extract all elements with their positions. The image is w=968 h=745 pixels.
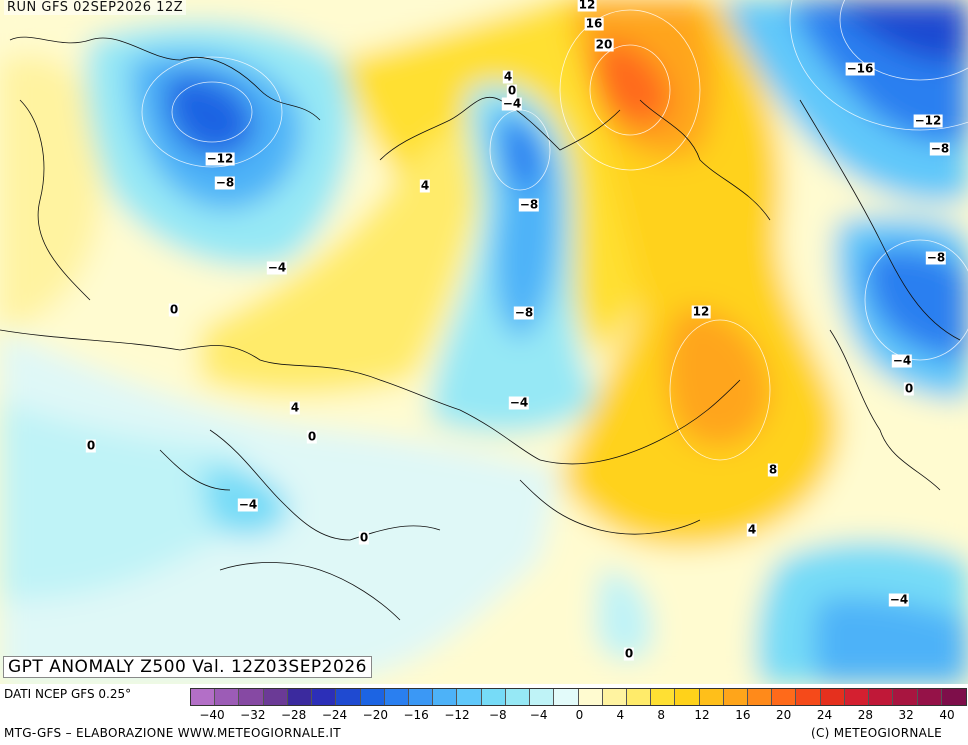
contour-label: 0 bbox=[306, 429, 318, 444]
colorbar-tick-label: 28 bbox=[857, 708, 873, 722]
contour-label: −8 bbox=[214, 175, 236, 190]
colorbar-swatch bbox=[481, 689, 506, 705]
colorbar-swatch bbox=[384, 689, 409, 705]
colorbar-swatch bbox=[408, 689, 434, 705]
contour-label: −4 bbox=[266, 260, 288, 275]
contour-label: 0 bbox=[506, 83, 518, 98]
colorbar-ticks: −40 −32 −28 −24 −20 −16 −12 −8 −4 0 4 8 12 16 20 24 28 32… bbox=[190, 708, 965, 724]
map-title: GPT ANOMALY Z500 Val. 12Z03SEP2026 bbox=[3, 656, 372, 678]
footer: DATI NCEP GFS 0.25° −40 −32 −28 −24 −20 −16 −1… bbox=[0, 684, 968, 745]
colorbar-swatch bbox=[748, 689, 773, 705]
colorbar-swatch bbox=[626, 689, 652, 705]
contour-label: 8 bbox=[767, 462, 779, 477]
contour-label: 20 bbox=[594, 37, 614, 52]
colorbar-swatch bbox=[312, 689, 337, 705]
colorbar-swatch bbox=[699, 689, 724, 705]
colorbar-swatch bbox=[602, 689, 627, 705]
colorbar-swatch bbox=[820, 689, 845, 705]
colorbar-tick-label: −12 bbox=[444, 708, 470, 722]
colorbar-swatch bbox=[263, 689, 288, 705]
colorbar-swatch bbox=[239, 689, 264, 705]
contour-label: −4 bbox=[501, 96, 523, 111]
colorbar-tick-label: 32 bbox=[898, 708, 914, 722]
anomaly-map: RUN GFS 02SEP2026 12Z GPT ANOMALY Z500 V… bbox=[0, 0, 968, 684]
colorbar-swatch bbox=[869, 689, 894, 705]
colorbar-tick-label: −24 bbox=[321, 708, 348, 722]
colorbar-swatch bbox=[554, 689, 579, 705]
credit-left: MTG-GFS – ELABORAZIONE WWW.METEOGIORNALE… bbox=[4, 726, 341, 740]
anomaly-field bbox=[0, 0, 968, 684]
contour-lines bbox=[141, 0, 968, 461]
contour-label: 12 bbox=[577, 0, 597, 12]
colorbar-tick-label: 20 bbox=[776, 708, 792, 722]
colorbar-swatch bbox=[772, 689, 797, 705]
run-label: RUN GFS 02SEP2026 12Z bbox=[4, 0, 187, 15]
map-graphic bbox=[0, 0, 968, 684]
contour-label: −12 bbox=[913, 113, 943, 128]
contour-label: −16 bbox=[845, 61, 875, 76]
contour-label: 4 bbox=[746, 522, 758, 537]
colorbar-tick-label: −28 bbox=[280, 708, 307, 722]
contour-label: −4 bbox=[891, 353, 913, 368]
colorbar-swatch bbox=[505, 689, 531, 705]
contour-label: −4 bbox=[888, 592, 910, 607]
contour-label: −4 bbox=[237, 497, 259, 512]
colorbar-tick-label: 16 bbox=[735, 708, 751, 722]
colorbar-swatch bbox=[723, 689, 749, 705]
contour-label: 16 bbox=[584, 16, 604, 31]
colorbar-tick-label: 4 bbox=[616, 708, 625, 722]
colorbar-swatch bbox=[651, 689, 676, 705]
data-source-label: DATI NCEP GFS 0.25° bbox=[4, 687, 132, 701]
contour-label: −8 bbox=[518, 197, 540, 212]
colorbar-swatch bbox=[844, 689, 870, 705]
colorbar-tick-label: 40 bbox=[939, 708, 955, 722]
colorbar-swatch bbox=[917, 689, 942, 705]
colorbar-tick-label: −8 bbox=[488, 708, 507, 722]
colorbar-swatch bbox=[336, 689, 361, 705]
colorbar-swatch bbox=[433, 689, 458, 705]
colorbar-tick-label: −40 bbox=[199, 708, 225, 722]
contour-label: −8 bbox=[513, 305, 535, 320]
coastlines bbox=[0, 36, 961, 621]
contour-label: 0 bbox=[358, 530, 370, 545]
contour-label: −8 bbox=[925, 250, 947, 265]
contour-label: −12 bbox=[205, 151, 235, 166]
colorbar-swatch bbox=[215, 689, 240, 705]
colorbar-tick-label: −4 bbox=[529, 708, 548, 722]
colorbar-swatch bbox=[941, 689, 966, 705]
colorbar-swatch bbox=[530, 689, 555, 705]
colorbar-tick-label: 8 bbox=[657, 708, 665, 722]
colorbar-swatch bbox=[796, 689, 821, 705]
contour-label: 0 bbox=[168, 302, 180, 317]
contour-label: 4 bbox=[502, 69, 514, 84]
contour-label: 4 bbox=[289, 400, 301, 415]
contour-label: 0 bbox=[903, 381, 915, 396]
colorbar-tick-label: 0 bbox=[575, 708, 584, 722]
colorbar-swatch bbox=[191, 689, 216, 705]
contour-label: −4 bbox=[508, 395, 530, 410]
colorbar bbox=[190, 688, 967, 706]
colorbar-swatch bbox=[287, 689, 313, 705]
colorbar-swatch bbox=[578, 689, 603, 705]
colorbar-tick-label: −32 bbox=[240, 708, 266, 722]
credit-right: (C) METEOGIORNALE bbox=[810, 726, 942, 740]
colorbar-swatch bbox=[675, 689, 700, 705]
contour-label: 0 bbox=[85, 438, 97, 453]
contour-label: −8 bbox=[929, 141, 951, 156]
colorbar-tick-label: −20 bbox=[362, 708, 388, 722]
colorbar-swatch bbox=[457, 689, 482, 705]
colorbar-tick-label: 12 bbox=[694, 708, 710, 722]
contour-label: 4 bbox=[419, 178, 431, 193]
colorbar-swatch bbox=[360, 689, 385, 705]
colorbar-tick-label: 24 bbox=[816, 708, 833, 722]
contour-label: 12 bbox=[691, 304, 711, 319]
colorbar-swatch bbox=[893, 689, 918, 705]
colorbar-tick-label: −16 bbox=[403, 708, 429, 722]
contour-label: 0 bbox=[623, 646, 635, 661]
